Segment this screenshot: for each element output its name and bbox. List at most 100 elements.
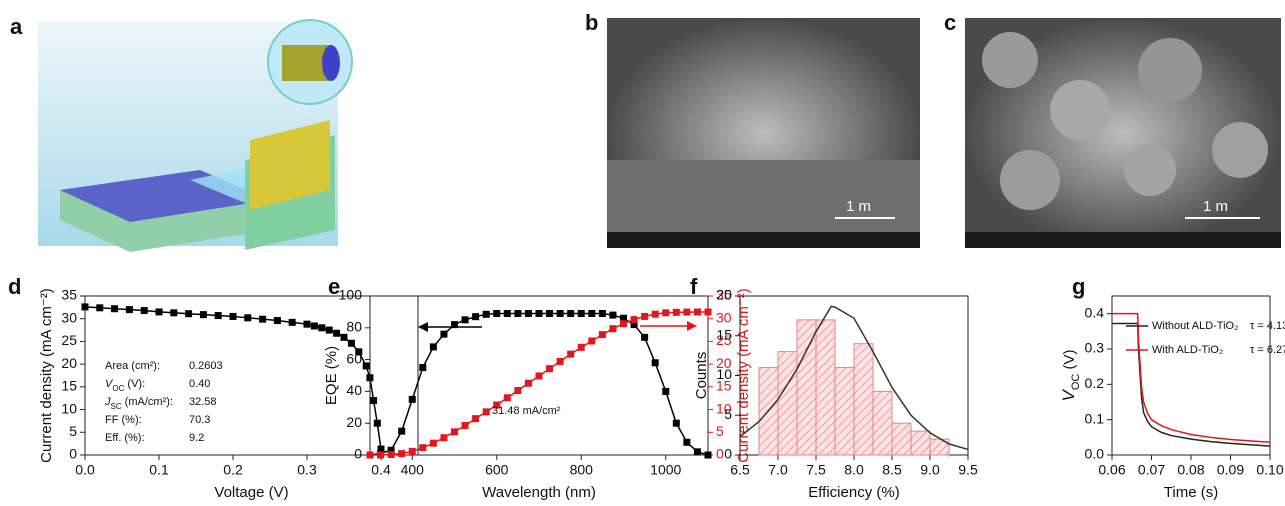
data-point xyxy=(662,387,670,395)
table-label-part: Eff. (%): xyxy=(105,432,145,444)
x-tick-label: 0.1 xyxy=(149,462,169,478)
data-point xyxy=(461,421,469,429)
data-point xyxy=(429,439,437,447)
panel-label: b xyxy=(585,10,598,35)
data-point xyxy=(303,320,311,328)
plot-frame xyxy=(369,295,709,456)
x-tick-label: 9.5 xyxy=(958,462,978,478)
data-point xyxy=(429,343,437,351)
data-point xyxy=(366,451,374,459)
panel-label: d xyxy=(8,274,21,299)
data-point xyxy=(472,415,480,423)
illustration xyxy=(38,19,353,252)
data-point xyxy=(641,312,649,320)
data-point xyxy=(355,348,363,356)
data-point xyxy=(524,309,532,317)
data-point xyxy=(472,313,480,321)
data-point xyxy=(598,331,606,339)
data-point xyxy=(662,309,670,317)
panel-label: g xyxy=(1072,274,1085,299)
histogram-bar xyxy=(891,422,912,456)
data-point xyxy=(651,359,659,367)
data-point xyxy=(214,312,222,320)
data-point xyxy=(672,308,680,316)
x-tick-label: 0.0 xyxy=(75,462,95,478)
y-tick-label: 5 xyxy=(69,423,77,439)
data-point xyxy=(325,326,333,334)
y-tick-label: 10 xyxy=(716,366,732,382)
x-tick-label: 800 xyxy=(570,462,594,478)
data-point xyxy=(704,308,712,316)
table-label: JSC (mA/cm²): xyxy=(104,396,173,411)
data-point xyxy=(347,339,355,347)
sem-image xyxy=(607,18,920,248)
x-tick-label: 0.3 xyxy=(297,462,317,478)
y-axis-label: Counts xyxy=(693,352,710,400)
data-point xyxy=(482,310,490,318)
table-value: 32.58 xyxy=(189,396,217,408)
data-point xyxy=(588,309,596,317)
sem-image xyxy=(965,18,1281,248)
y-tick-label: 15 xyxy=(716,326,732,342)
y-tick-label: 30 xyxy=(61,309,77,325)
data-point xyxy=(630,321,638,329)
y2-tick-label: 35 xyxy=(716,287,732,303)
data-point xyxy=(451,428,458,436)
data-point xyxy=(503,309,511,317)
data-point xyxy=(620,320,627,328)
data-point xyxy=(683,438,691,446)
series-line xyxy=(1112,322,1271,447)
annotation: τ = 4.13 s xyxy=(1250,320,1285,332)
table-label-part: J xyxy=(104,396,111,408)
x-axis-label: Wavelength (nm) xyxy=(482,484,596,501)
data-point xyxy=(609,311,617,319)
data-point xyxy=(493,401,501,409)
x-axis-label: Time (s) xyxy=(1164,484,1218,501)
data-point xyxy=(318,324,326,332)
y-axis-label-sub: OC xyxy=(1070,374,1082,391)
y-tick-label: 0 xyxy=(724,446,732,462)
data-point xyxy=(199,311,207,319)
fit-curve xyxy=(739,305,969,451)
y-tick-label: 60 xyxy=(346,350,362,366)
histogram-bar xyxy=(853,343,874,456)
plot-frame xyxy=(84,295,419,456)
y-tick-label: 5 xyxy=(724,406,732,422)
x-tick-label: 0.06 xyxy=(1098,462,1125,478)
y2-tick-label: 30 xyxy=(716,309,732,325)
x-tick-label: 1000 xyxy=(650,462,681,478)
data-point xyxy=(588,337,596,345)
x-tick-label: 0.09 xyxy=(1217,462,1244,478)
panel-label: f xyxy=(690,274,698,299)
series-line xyxy=(370,311,708,456)
y-tick-label: 0 xyxy=(69,446,77,462)
y-tick-label: 10 xyxy=(61,400,77,416)
data-point xyxy=(273,317,281,325)
y-tick-label: 20 xyxy=(346,414,362,430)
y-tick-label: 0.0 xyxy=(1085,446,1105,462)
data-point xyxy=(259,315,267,323)
y-tick-label: 35 xyxy=(61,287,77,303)
data-point xyxy=(451,321,458,329)
table-label-part: (V): xyxy=(124,378,145,390)
y-tick-label: 0.1 xyxy=(1085,410,1105,426)
data-point xyxy=(535,309,543,317)
data-point xyxy=(377,451,385,459)
data-point xyxy=(398,450,406,458)
data-point xyxy=(96,304,104,312)
data-point xyxy=(387,446,395,454)
panel-label: a xyxy=(10,14,23,39)
y2-tick-label: 25 xyxy=(716,332,732,348)
histogram-bar xyxy=(815,319,836,456)
data-point xyxy=(229,312,237,320)
data-point xyxy=(125,306,133,314)
y2-tick-label: 10 xyxy=(716,400,732,416)
x-tick-label: 6.5 xyxy=(730,462,750,478)
data-point xyxy=(185,310,193,318)
y-axis-label-part: (V) xyxy=(1061,349,1078,373)
scale-bar-label: 1 m xyxy=(1203,198,1228,215)
data-point xyxy=(567,309,575,317)
data-point xyxy=(577,343,585,351)
data-point xyxy=(546,309,554,317)
y2-tick-label: 5 xyxy=(716,423,724,439)
